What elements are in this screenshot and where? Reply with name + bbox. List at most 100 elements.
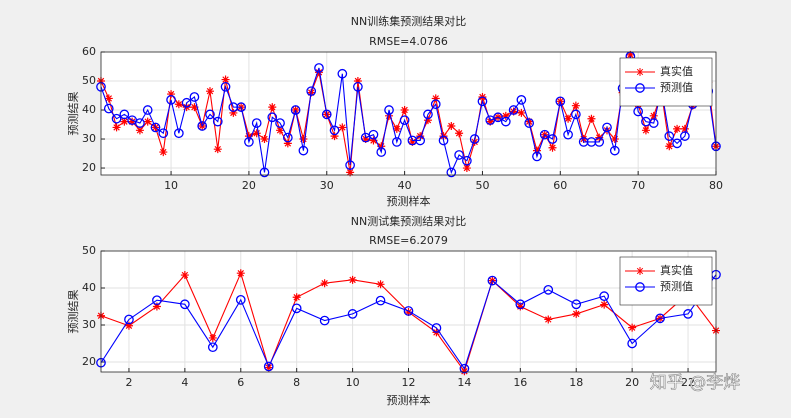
y-axis-label: 预测结果 [67, 290, 80, 334]
chart-title: NN测试集预测结果对比 [351, 214, 466, 228]
x-tick-label: 18 [569, 376, 583, 389]
marker [347, 309, 358, 319]
chart-subtitle: RMSE=6.2079 [369, 234, 448, 247]
marker [283, 139, 292, 148]
marker [376, 280, 385, 289]
marker [517, 108, 526, 117]
marker [509, 107, 518, 116]
marker [290, 105, 301, 115]
marker [599, 291, 610, 301]
marker [627, 338, 637, 349]
marker [500, 116, 511, 127]
marker [543, 285, 554, 295]
marker [330, 132, 339, 141]
marker [404, 308, 413, 317]
marker [119, 109, 130, 120]
y-tick-label: 50 [82, 74, 96, 87]
marker [664, 131, 675, 141]
marker [220, 81, 231, 92]
marker [189, 92, 200, 102]
marker [544, 315, 553, 324]
marker [314, 63, 324, 73]
y-tick-label: 20 [82, 355, 96, 368]
marker [408, 137, 417, 146]
y-tick-label: 50 [82, 244, 96, 257]
marker [680, 131, 690, 141]
marker [135, 126, 144, 135]
marker [447, 121, 456, 130]
x-tick-label: 22 [681, 376, 695, 389]
marker [236, 102, 246, 112]
y-tick-label: 40 [82, 281, 96, 294]
marker [275, 118, 285, 128]
marker [564, 114, 573, 123]
marker [493, 112, 503, 123]
marker [348, 275, 357, 284]
y-tick-label: 40 [82, 103, 96, 116]
marker [628, 323, 637, 332]
marker [244, 132, 253, 141]
marker [532, 146, 541, 155]
marker [338, 123, 347, 132]
marker [104, 94, 113, 103]
marker [292, 293, 301, 302]
marker [251, 118, 262, 128]
marker [579, 135, 588, 144]
marker [197, 121, 208, 131]
marker [459, 363, 470, 374]
marker [236, 269, 245, 278]
marker [181, 97, 192, 108]
x-tick-label: 70 [631, 179, 645, 192]
y-axis-label: 预测结果 [67, 92, 80, 136]
marker [384, 105, 394, 115]
marker [683, 309, 693, 319]
marker [571, 109, 581, 120]
marker [124, 321, 133, 330]
marker [260, 135, 269, 144]
marker [207, 342, 218, 353]
legend-marker [636, 267, 644, 275]
marker [212, 116, 223, 127]
marker [190, 103, 199, 112]
marker [431, 323, 442, 333]
marker [376, 147, 387, 157]
marker [345, 160, 355, 170]
marker [208, 333, 217, 342]
x-tick-label: 40 [398, 179, 412, 192]
marker [423, 109, 433, 120]
axes-frame [100, 250, 717, 373]
marker [462, 155, 472, 166]
marker [159, 148, 168, 157]
x-tick-label: 80 [709, 179, 723, 192]
marker [587, 114, 596, 123]
marker [143, 117, 152, 126]
y-tick-label: 30 [82, 318, 96, 331]
y-tick-label: 60 [82, 45, 96, 58]
marker [672, 138, 682, 149]
marker [400, 106, 409, 115]
marker [524, 118, 535, 128]
marker [221, 75, 230, 84]
marker [516, 302, 525, 311]
legend-marker [635, 83, 645, 93]
x-tick-label: 10 [164, 179, 178, 192]
marker [112, 123, 121, 132]
marker [626, 50, 635, 59]
legend-box [619, 57, 713, 107]
marker [392, 124, 401, 133]
marker [306, 86, 317, 97]
legend-marker [636, 68, 644, 76]
marker [180, 299, 190, 310]
marker [368, 129, 379, 140]
marker [252, 129, 261, 138]
marker [346, 168, 355, 177]
marker [563, 129, 573, 140]
legend-label: 预测值 [660, 81, 693, 94]
x-tick-label: 50 [475, 179, 489, 192]
x-tick-label: 16 [513, 376, 527, 389]
marker [263, 361, 274, 372]
marker [167, 90, 176, 99]
marker [229, 108, 238, 117]
marker [403, 306, 414, 316]
